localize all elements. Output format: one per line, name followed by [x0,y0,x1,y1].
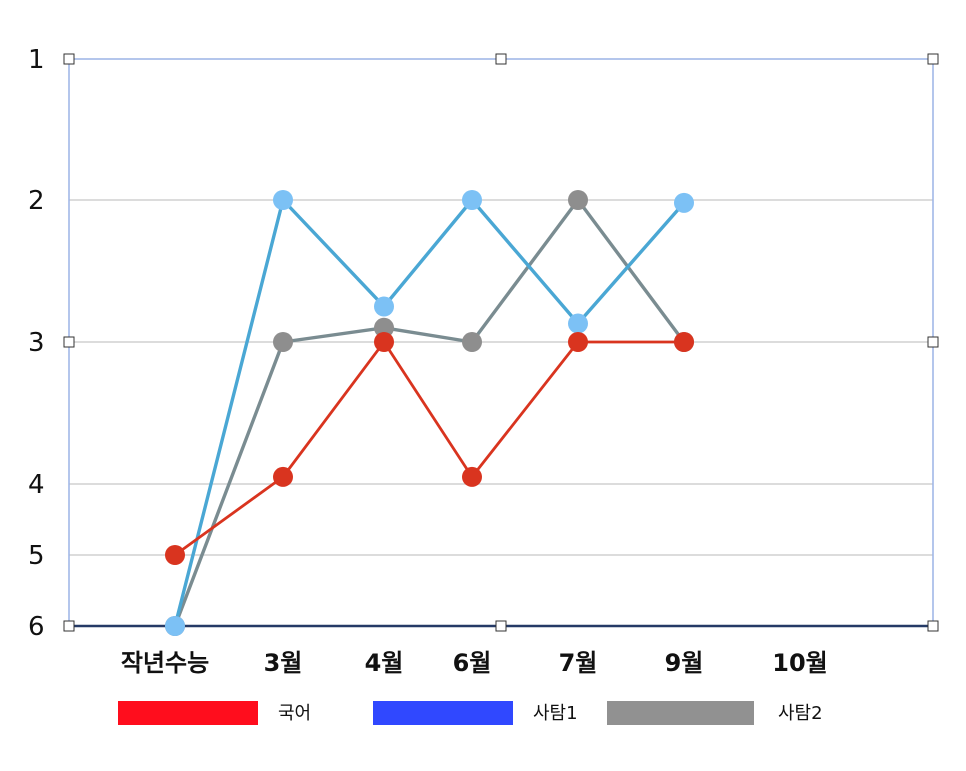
y-tick-label: 2 [28,186,45,216]
x-tick-label: 10월 [772,649,827,677]
data-point [165,545,185,565]
x-tick-label: 3월 [264,649,303,677]
y-tick-label: 4 [28,470,45,500]
data-point [273,466,293,487]
y-axis-ticks: 1 2 3 4 5 6 [28,45,45,642]
x-tick-label: 작년수능 [121,649,209,677]
data-point [165,616,185,636]
data-point [568,190,588,210]
series-line-1 [174,340,684,557]
legend-label: 사탐1 [533,703,578,724]
resize-handle[interactable] [63,336,75,348]
data-point [568,313,588,334]
resize-handle[interactable] [63,620,75,632]
data-point [462,190,482,210]
y-tick-label: 3 [28,328,45,358]
resize-handle[interactable] [927,336,939,348]
data-point [568,332,588,352]
data-point [674,332,694,352]
data-point [674,192,694,213]
series-line-3 [173,198,686,627]
legend-swatch [607,701,754,725]
series-lines [173,198,686,627]
y-tick-label: 1 [28,45,45,75]
data-point [462,466,482,487]
y-tick-label: 6 [28,612,45,642]
y-tick-label: 5 [28,541,45,571]
data-point [462,332,482,352]
legend-swatch [373,701,513,725]
x-tick-label: 4월 [365,649,404,677]
x-tick-label: 6월 [453,649,492,677]
legend-swatch [118,701,258,725]
data-point [374,317,394,338]
legend-label: 국어 [278,703,311,724]
x-tick-label: 9월 [665,649,704,677]
plot-frame [63,53,939,632]
grid-lines [69,199,933,556]
resize-handle[interactable] [495,53,507,65]
resize-handle[interactable] [927,620,939,632]
resize-handle[interactable] [927,53,939,65]
resize-handle[interactable] [63,53,75,65]
legend: 국어 사탐1 사탐2 [118,701,823,725]
legend-label: 사탐2 [778,703,823,724]
series-points [165,190,694,636]
data-point [273,332,293,352]
resize-handle[interactable] [495,620,507,632]
x-axis-ticks: 작년수능 3월 4월 6월 7월 9월 10월 [121,649,828,677]
data-point [374,332,394,352]
x-tick-label: 7월 [559,649,598,677]
data-point [374,296,394,317]
data-point [273,190,293,210]
series-line-2 [173,198,686,627]
